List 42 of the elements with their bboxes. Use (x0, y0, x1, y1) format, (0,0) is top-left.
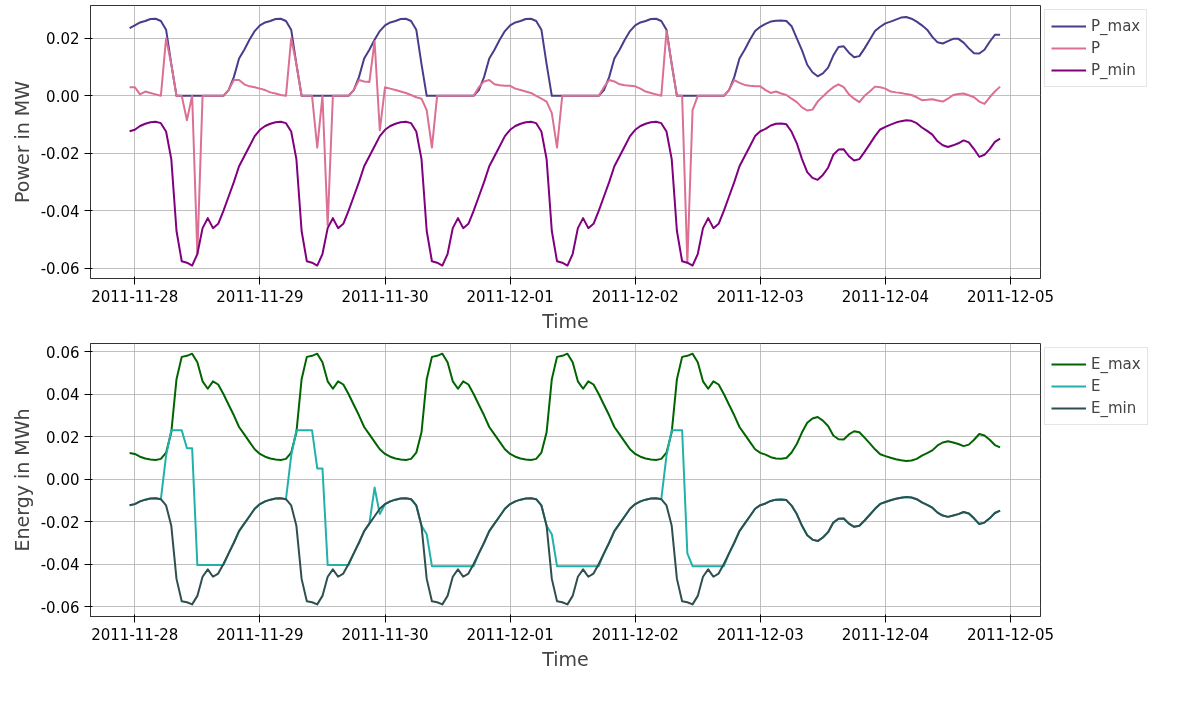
line-series (128, 30, 1002, 264)
y-tick-label: -0.06 (40, 598, 80, 617)
line-series (128, 352, 1002, 462)
x-tick-label: 2011-11-28 (91, 287, 179, 306)
x-tick-label: 2011-12-04 (841, 625, 930, 644)
x-tick-label: 2011-12-04 (841, 287, 930, 306)
y-tick-label: 0.00 (46, 471, 80, 490)
y-tick-label: -0.02 (40, 145, 80, 164)
x-axis-title: Time (541, 647, 589, 670)
legend-label: P (1091, 39, 1102, 57)
x-tick-label: 2011-12-03 (716, 625, 804, 644)
y-tick-label: 0.02 (46, 30, 80, 49)
y-axis-title: Power in MW (10, 80, 33, 204)
x-tick-label: 2011-12-01 (466, 287, 554, 306)
legend-label: P_min (1091, 61, 1136, 79)
line-series (128, 496, 1002, 606)
y-tick-label: -0.02 (40, 513, 80, 532)
y-axis-title: Energy in MWh (10, 408, 33, 552)
x-tick-label: 2011-12-02 (591, 287, 679, 306)
line-series (128, 119, 1002, 267)
x-tick-label: 2011-12-05 (966, 625, 1055, 644)
legend-label: E_max (1091, 355, 1141, 373)
x-tick-label: 2011-11-28 (91, 625, 179, 644)
y-tick-label: 0.04 (46, 386, 80, 405)
y-tick-label: -0.04 (40, 202, 80, 221)
y-tick-label: 0.00 (46, 87, 80, 106)
x-tick-label: 2011-12-03 (716, 287, 804, 306)
legend-label: E (1091, 377, 1102, 395)
x-tick-label: 2011-12-01 (466, 625, 554, 644)
x-axis-title: Time (541, 309, 589, 332)
x-tick-label: 2011-12-02 (591, 625, 679, 644)
x-tick-label: 2011-11-30 (341, 287, 429, 306)
x-tick-label: 2011-11-29 (216, 287, 304, 306)
x-tick-label: 2011-11-29 (216, 625, 304, 644)
y-tick-label: 0.02 (46, 428, 80, 447)
x-tick-label: 2011-11-30 (341, 625, 429, 644)
legend-label: P_max (1091, 17, 1141, 35)
y-tick-label: -0.06 (40, 260, 80, 279)
y-tick-label: 0.06 (46, 343, 80, 362)
y-tick-label: -0.04 (40, 556, 80, 575)
x-tick-label: 2011-12-05 (966, 287, 1055, 306)
legend-label: E_min (1091, 399, 1137, 417)
